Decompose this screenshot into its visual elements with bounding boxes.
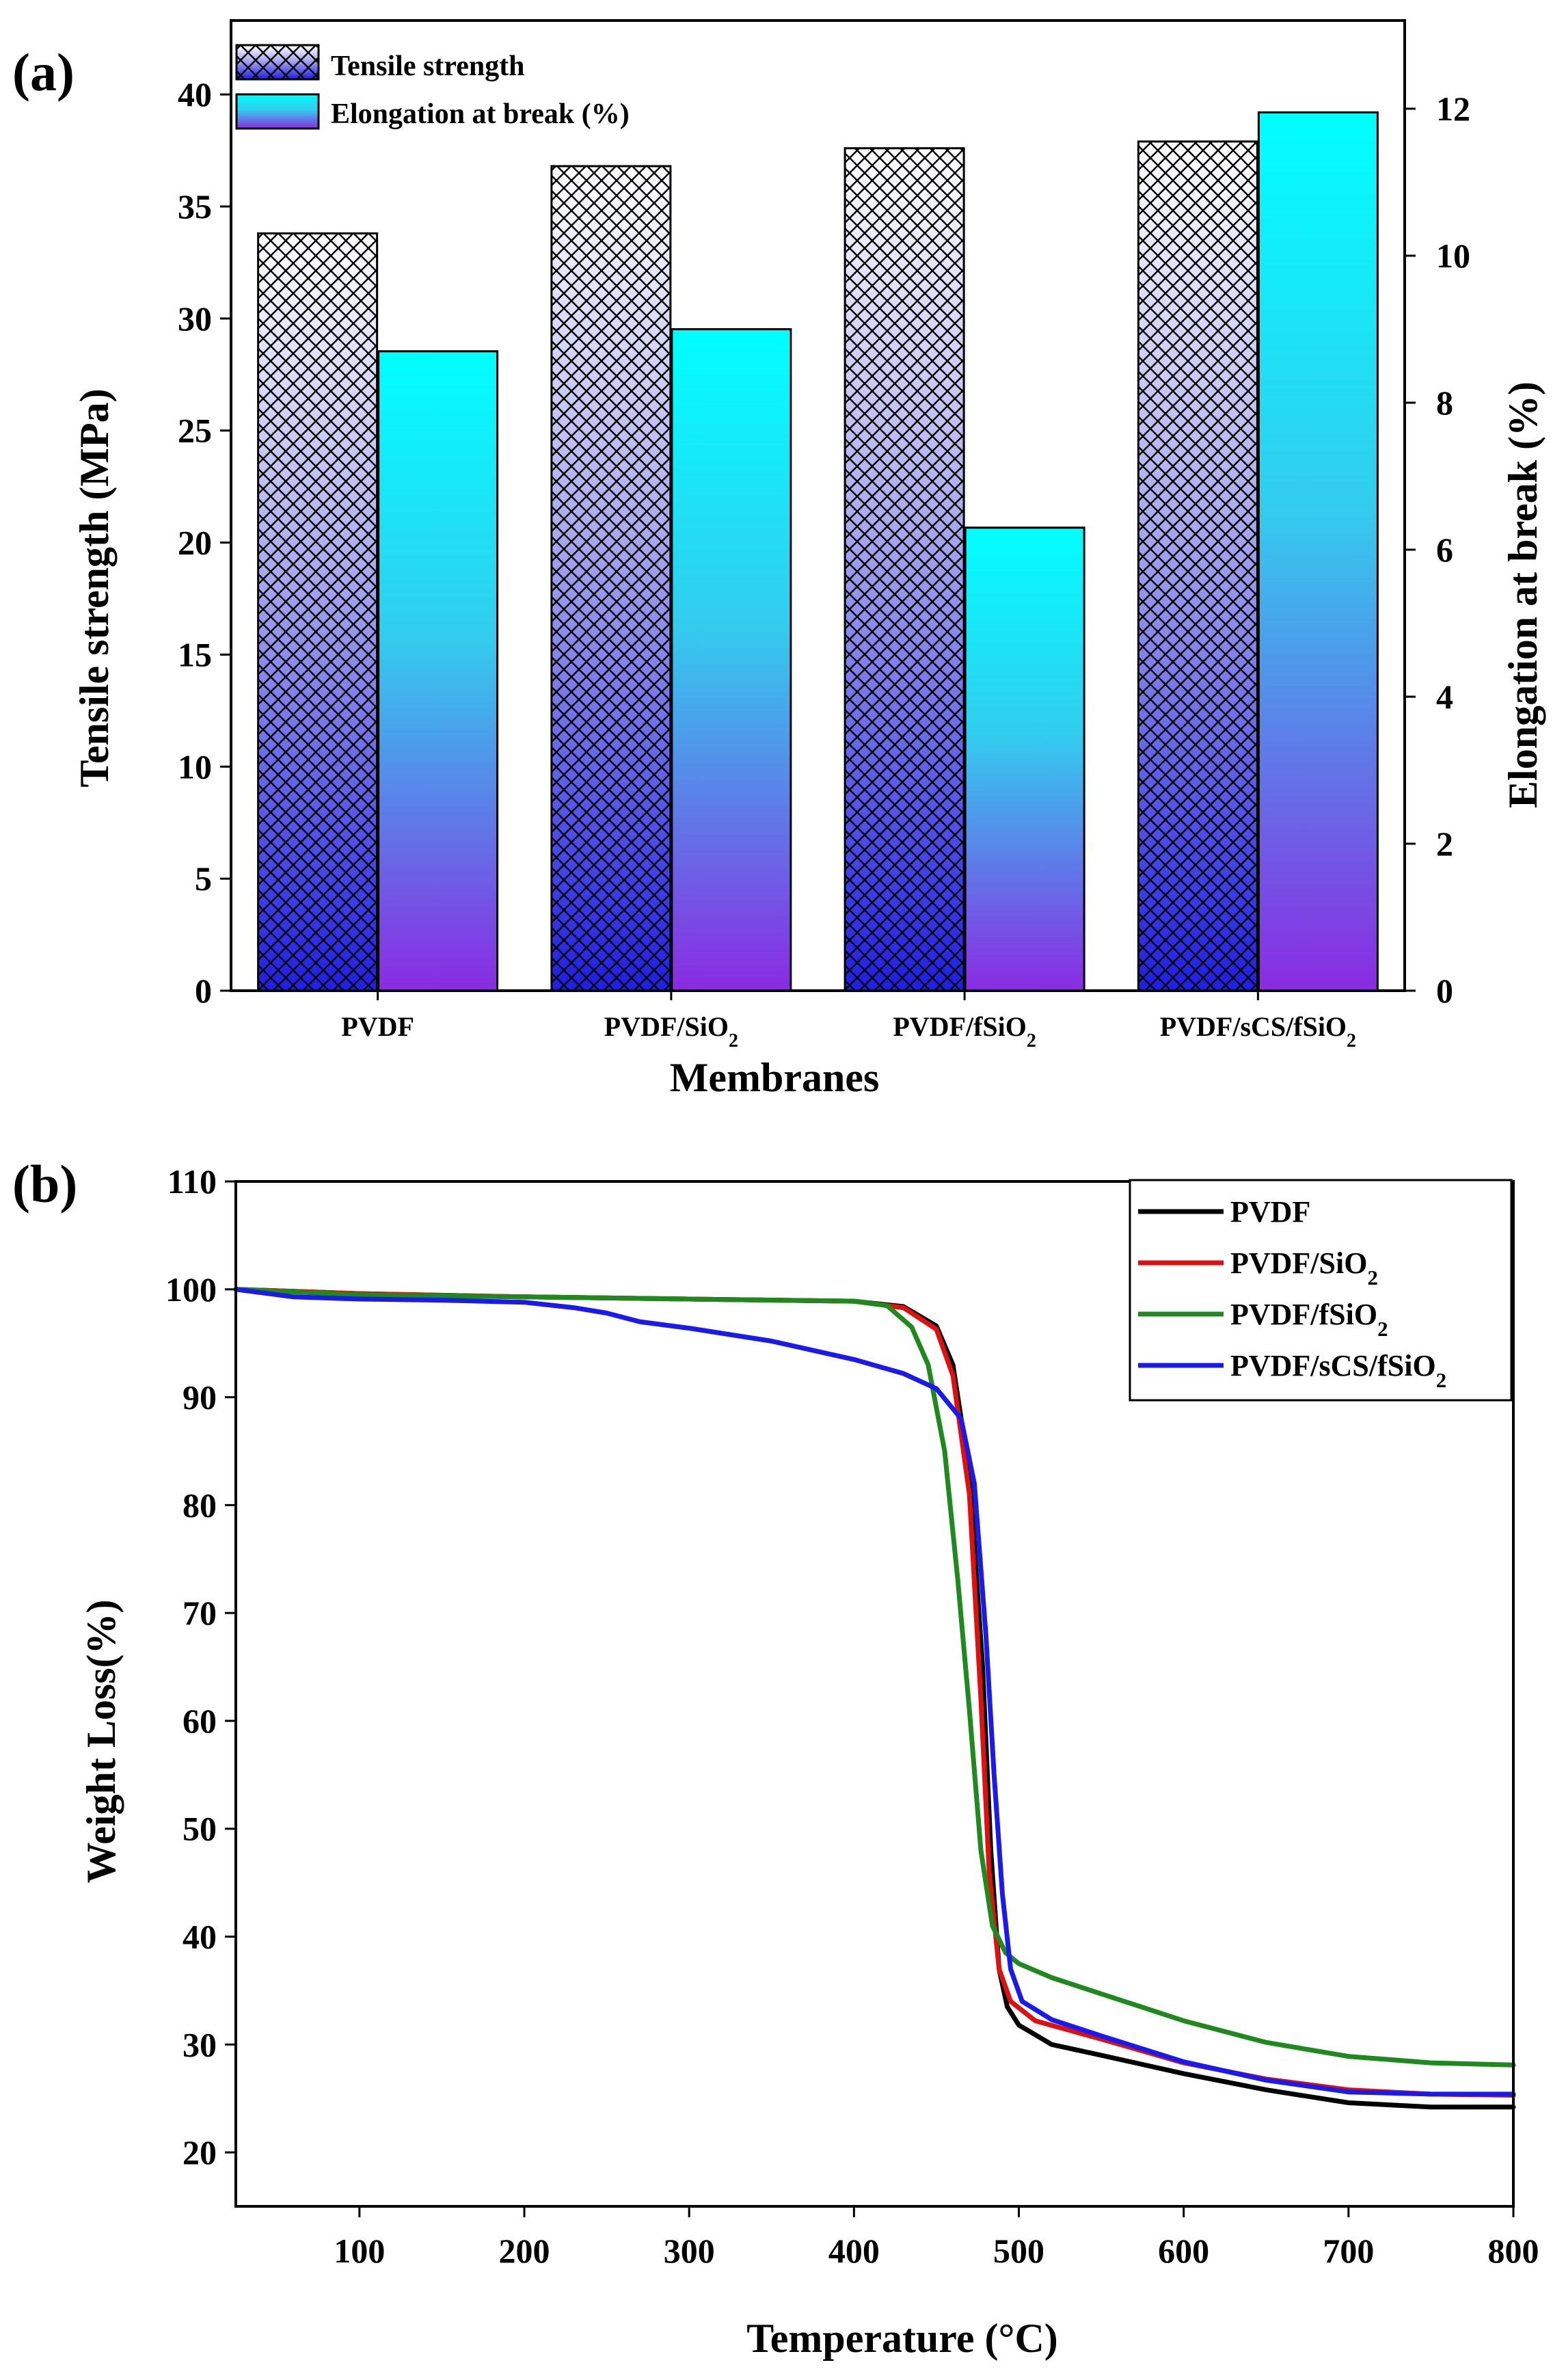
y2-tick-label: 0 <box>1436 972 1453 1010</box>
label-pvdf-fsio2: PVDF/fSiO2 <box>893 1011 1036 1052</box>
bar-elongation-pvdf-sio2 <box>671 328 792 992</box>
y2-axis-title: Elongation at break (%) <box>1500 382 1545 808</box>
x-tick-label: 300 <box>664 2232 715 2270</box>
legend: Tensile strength Elongation at break (%) <box>235 44 630 130</box>
x-axis-title: Membranes <box>670 1055 880 1100</box>
y-tick-label: 50 <box>183 1810 217 1848</box>
bar-elongation-pvdf-scs-fsio2 <box>1257 111 1379 992</box>
y2-tick-label: 2 <box>1436 825 1453 863</box>
axes: 0 5 10 15 20 25 30 35 40 0 2 4 6 8 10 12 <box>178 19 1470 1010</box>
y-tick-label: 40 <box>178 75 212 113</box>
plot-frame <box>234 1180 1515 2208</box>
y2-tick-label: 10 <box>1436 237 1470 275</box>
legend: PVDF PVDF/SiO2 PVDF/fSiO2 PVDF/sCS/fSiO2 <box>1129 1179 1513 1402</box>
y-tick-label: 15 <box>178 635 212 673</box>
bar-tensile-strength-hatch-pvdf <box>257 232 379 992</box>
x-tick-label: 700 <box>1323 2232 1374 2270</box>
plot-frame <box>230 19 1406 992</box>
label-pvdf: PVDF <box>1230 1195 1310 1229</box>
bar-elongation-pvdf <box>377 350 499 992</box>
x-tick-label: 500 <box>993 2232 1044 2270</box>
y2-tick-label: 8 <box>1436 384 1453 422</box>
label-pvdf-scs-fsio2: PVDF/sCS/fSiO2 <box>1160 1011 1356 1052</box>
y-axis-title: Tensile strength (MPa) <box>72 388 117 787</box>
bar-group <box>257 111 1379 992</box>
legend-swatch-elongation <box>235 93 320 130</box>
y2-tick-label: 6 <box>1436 531 1453 569</box>
x-tick-label: 200 <box>499 2232 550 2270</box>
y-tick-label: 40 <box>183 1918 217 1956</box>
y-tick-label: 20 <box>183 2133 217 2171</box>
y-tick-label: 10 <box>178 747 212 786</box>
category-labels: PVDF PVDF/SiO2 PVDF/fSiO2 PVDF/sCS/fSiO2 <box>341 1011 1356 1052</box>
axes: 100 200 300 400 500 600 700 800 20 30 40 50 60 70 80 90… <box>165 1162 1539 2270</box>
legend-label-elongation: Elongation at break (%) <box>331 98 630 130</box>
label-pvdf-sio2: PVDF/SiO2 <box>604 1011 738 1052</box>
label-pvdf-sio2: PVDF/SiO2 <box>1230 1246 1378 1289</box>
y-tick-label: 90 <box>183 1378 217 1417</box>
y-tick-label: 80 <box>183 1486 217 1524</box>
y-tick-label: 25 <box>178 412 212 450</box>
y-tick-label: 35 <box>178 187 212 226</box>
y-tick-label: 110 <box>167 1162 217 1201</box>
legend-label-tensile-strength: Tensile strength <box>331 51 525 82</box>
y2-tick-label: 4 <box>1436 678 1453 716</box>
x-axis-title: Temperature (°C) <box>746 2316 1058 2361</box>
x-tick-label: 800 <box>1488 2232 1539 2270</box>
y2-tick-label: 12 <box>1436 90 1470 128</box>
line-pvdf <box>233 1287 1516 2110</box>
panel-b-line-chart: (b) 100 200 300 400 500 600 700 800 20 30 40 50 60 70… <box>12 1154 1539 2361</box>
panel-a-label: (a) <box>12 42 75 102</box>
panel-b-label: (b) <box>12 1154 77 1214</box>
label-pvdf-scs-fsio2: PVDF/sCS/fSiO2 <box>1230 1349 1446 1392</box>
bar-tensile-strength-hatch-pvdf-sio2 <box>550 165 672 992</box>
line-pvdf-scs-fsio2 <box>233 1287 1516 2097</box>
y-axis-title: Weight Loss(%) <box>79 1599 124 1883</box>
legend-swatch-tensile-hatch <box>235 44 320 81</box>
y-tick-label: 0 <box>195 972 212 1010</box>
label-pvdf-fsio2: PVDF/fSiO2 <box>1230 1298 1388 1341</box>
x-tick-label: 400 <box>828 2232 880 2270</box>
line-pvdf-sio2 <box>233 1287 1516 2098</box>
y-tick-label: 60 <box>183 1702 217 1740</box>
x-tick-label: 100 <box>334 2232 385 2270</box>
y-tick-label: 30 <box>183 2025 217 2063</box>
y-tick-label: 30 <box>178 299 212 338</box>
panel-a-bar-chart: (a) 0 5 10 15 20 25 30 35 40 0 2 4 6 8 10 12 PVDF PVDF/S… <box>12 19 1545 1100</box>
bar-elongation-pvdf-fsio2 <box>964 526 1085 992</box>
y-tick-label: 5 <box>195 859 212 898</box>
y-tick-label: 100 <box>165 1270 217 1309</box>
y-tick-label: 20 <box>178 524 212 562</box>
y-tick-label: 70 <box>183 1594 217 1632</box>
label-pvdf: PVDF <box>341 1011 414 1042</box>
line-series-group <box>233 1287 1516 2110</box>
x-tick-label: 600 <box>1158 2232 1209 2270</box>
line-pvdf-fsio2 <box>233 1287 1516 2068</box>
bar-tensile-strength-hatch-pvdf-scs-fsio2 <box>1137 140 1258 992</box>
bar-tensile-strength-hatch-pvdf-fsio2 <box>843 147 965 992</box>
